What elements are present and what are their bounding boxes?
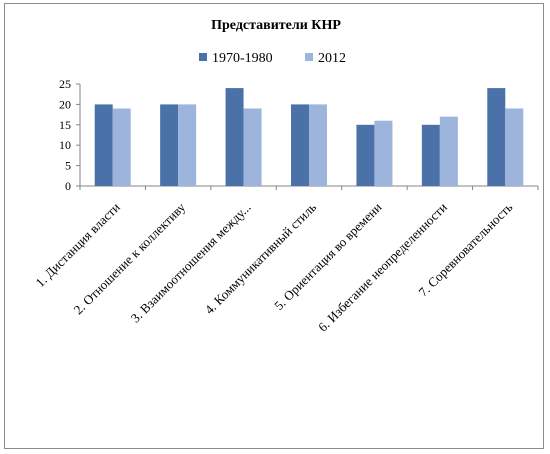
y-tick-label: 0 [65,179,71,193]
y-tick-label: 25 [59,77,71,91]
x-tick-label: 4. Коммуникативный стиль [202,199,320,317]
x-axis [79,185,539,190]
bar-series-2 [243,108,262,186]
chart-title: Представители КНР [211,18,341,33]
legend-swatch-series-2 [305,53,313,61]
bar-series-1 [421,124,440,186]
bar-series-1 [356,124,375,186]
x-tick-label: 2. Отношение к коллективу [71,199,189,317]
legend-swatch-series-1 [199,53,207,61]
y-axis: 0 5 10 15 20 25 [59,77,81,193]
x-tick-label: 3. Взаимоотношения между... [128,200,254,326]
bar-series-1 [225,88,244,186]
bar-series-2 [178,104,197,186]
bar-series-2 [374,120,393,186]
y-tick-label: 20 [59,97,71,111]
x-tick-label: 6. Избегание неопределенности [315,199,450,334]
bar-series-2 [505,108,524,186]
bar-series-1 [487,88,506,186]
bar-series-2 [439,116,458,186]
y-tick-label: 5 [65,159,71,173]
y-tick-label: 15 [59,118,71,132]
bar-series-1 [291,104,309,186]
y-tick-label: 10 [59,138,71,152]
bar-series-1 [94,104,113,186]
bars [94,88,524,186]
bar-series-1 [160,104,179,186]
legend-label-series-2: 2012 [318,51,346,66]
chart-frame [4,3,544,449]
legend-label-series-1: 1970-1980 [212,51,273,66]
bar-series-2 [112,108,131,186]
bar-series-2 [309,104,327,186]
legend: 1970-1980 2012 [199,51,346,66]
x-tick-label: 5. Ориентация во времени [271,199,384,312]
